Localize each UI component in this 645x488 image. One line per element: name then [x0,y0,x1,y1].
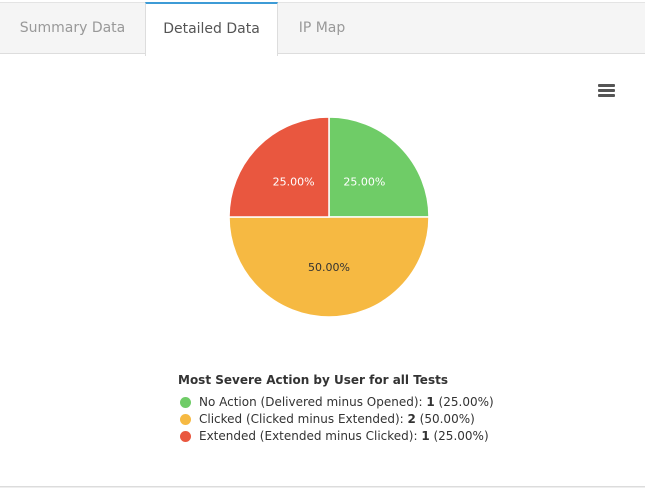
legend-label: No Action (Delivered minus Opened) [199,395,419,409]
chart-legend: Most Severe Action by User for all Tests… [178,372,598,445]
pie-slice-0[interactable] [328,116,430,218]
pie-slice-label-0: 25.00% [343,176,385,189]
menu-line [598,94,615,97]
tab-ip-map[interactable]: IP Map [298,20,346,36]
pie-slice-label-1: 50.00% [308,261,350,274]
pie-slice-label-2: 25.00% [273,176,315,189]
menu-line [598,84,615,87]
hamburger-menu-icon[interactable] [598,84,616,98]
legend-percent: 25.00% [438,429,484,443]
legend-label: Extended (Extended minus Clicked) [199,429,414,443]
legend-count: 1 [426,395,435,409]
tab-summary-data[interactable]: Summary Data [19,20,126,36]
pie-slice-1[interactable] [228,216,430,318]
tab-bar: Summary Data Detailed Data IP Map [0,2,645,56]
legend-percent: 25.00% [443,395,489,409]
legend-count: 1 [421,429,430,443]
legend-label: Clicked (Clicked minus Extended) [199,412,400,426]
legend-dot [180,397,191,408]
legend-count: 2 [407,412,416,426]
pie-chart: 25.00% 50.00% 25.00% [228,116,430,318]
menu-line [598,89,615,92]
pie-slice-2[interactable] [228,116,330,218]
legend-dot [180,414,191,425]
legend-item-clicked[interactable]: Clicked (Clicked minus Extended): 2 (50.… [178,411,598,428]
legend-percent: 50.00% [424,412,471,426]
tab-detailed-data[interactable]: Detailed Data [145,2,278,56]
legend-item-extended[interactable]: Extended (Extended minus Clicked): 1 (25… [178,428,598,445]
legend-item-no-action[interactable]: No Action (Delivered minus Opened): 1 (2… [178,394,598,411]
chart-title: Most Severe Action by User for all Tests [178,373,448,387]
legend-dot [180,431,191,442]
